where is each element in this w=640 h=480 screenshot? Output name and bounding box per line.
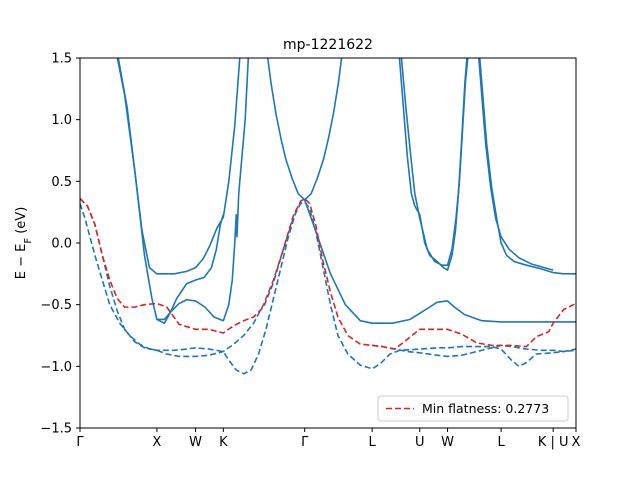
x-tick-label: U: [415, 435, 425, 450]
legend-label: Min flatness: 0.2773: [422, 401, 549, 416]
band-line: [400, 58, 469, 266]
chart-title: mp-1221622: [283, 37, 373, 53]
band-line: [117, 58, 250, 322]
x-tick-label: K: [219, 435, 228, 450]
x-tick-label: Γ: [76, 435, 84, 450]
series-layer: [80, 58, 576, 375]
y-axis-ticks: −1.5 −1.0 −0.5 0.0 0.5 1.0 1.5: [40, 52, 80, 437]
y-tick-label: 0.0: [51, 237, 72, 252]
band-line: [478, 58, 576, 275]
x-tick-label: W: [441, 435, 454, 450]
x-tick-label: L: [497, 435, 505, 450]
band-line: [156, 214, 225, 324]
y-tick-label: −1.0: [40, 360, 72, 375]
y-tick-label: 0.5: [51, 175, 72, 190]
x-tick-label: L: [369, 435, 377, 450]
x-tick-label: X: [572, 435, 581, 450]
flat-band-line: [80, 197, 576, 350]
y-tick-label: −0.5: [40, 298, 72, 313]
y-axis-label: E − EF (eV): [14, 207, 34, 280]
band-line: [303, 199, 576, 324]
y-tick-label: −1.5: [40, 422, 72, 437]
legend: Min flatness: 0.2773: [377, 395, 569, 422]
x-tick-label: W: [189, 435, 202, 450]
band-line: [477, 58, 554, 271]
band-line: [398, 58, 468, 271]
y-tick-label: 1.5: [51, 52, 72, 67]
x-tick-label: K | U: [538, 435, 569, 450]
y-tick-label: 1.0: [51, 113, 72, 128]
x-tick-label: X: [152, 435, 161, 450]
band-line-dashed: [80, 198, 306, 358]
band-line: [116, 58, 241, 275]
band-line-dashed: [372, 344, 576, 358]
x-tick-label: Γ: [301, 435, 309, 450]
legend-box: [377, 395, 569, 422]
